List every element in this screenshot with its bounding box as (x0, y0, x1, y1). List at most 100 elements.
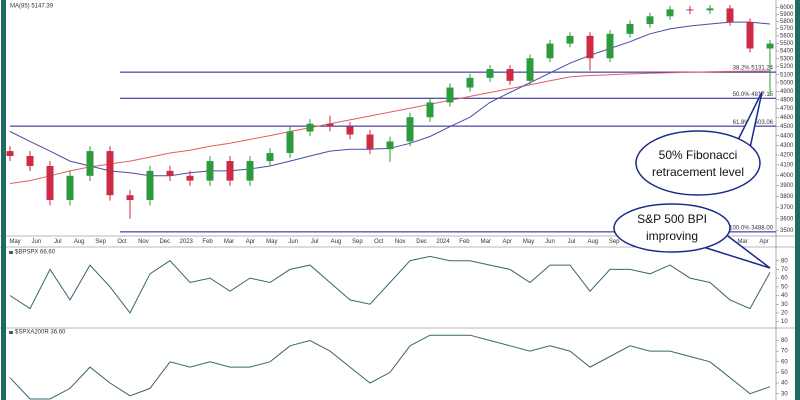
candle-body (626, 24, 634, 34)
x-tick-label: Nov (138, 239, 149, 245)
indicator-swatch (9, 331, 13, 334)
y-tick-label: 50 (781, 284, 788, 290)
candle-body (446, 87, 454, 103)
y-tick-label: 5500 (780, 41, 794, 47)
indicator-line (9, 255, 771, 314)
x-tick-label: Feb (202, 239, 213, 245)
x-tick-label: May (523, 239, 534, 245)
candle-body (206, 161, 214, 181)
y-tick-label: 5200 (780, 64, 794, 70)
candle-body (606, 33, 614, 59)
candle-body (686, 9, 694, 11)
y-tick-label: 4500 (780, 124, 794, 130)
legend-entry: MA(85) 5147.39 (10, 4, 54, 10)
candle-body (366, 134, 374, 150)
candle-body (586, 35, 594, 59)
candle-body (266, 153, 274, 162)
x-tick-label: Oct (374, 239, 384, 245)
candle-body (466, 77, 474, 88)
y-tick-label: 4900 (780, 89, 794, 95)
x-tick-label: 2023 (180, 239, 194, 245)
y-tick-label: 40 (781, 381, 788, 387)
candle-body (6, 151, 14, 156)
y-tick-label: 5400 (780, 49, 794, 55)
callout-text: 50% Fibonacci (659, 148, 738, 162)
y-tick-label: 3900 (780, 183, 794, 189)
y-tick-label: 4800 (780, 97, 794, 103)
candle-body (566, 35, 574, 44)
candle-body (706, 8, 714, 11)
x-tick-label: Jul (311, 239, 319, 245)
indicator-title: $SPXA200R 36.60 (15, 330, 66, 336)
x-tick-label: May (9, 239, 20, 245)
y-tick-label: 3600 (780, 216, 794, 222)
x-tick-label: Mar (737, 239, 747, 245)
x-tick-label: Feb (459, 239, 470, 245)
x-tick-label: Oct (117, 239, 127, 245)
candle-body (406, 117, 414, 142)
x-tick-label: Apr (246, 239, 255, 245)
candle-body (26, 155, 34, 166)
x-tick-label: Jun (545, 239, 555, 245)
y-tick-label: 80 (781, 338, 788, 344)
candle-body (66, 175, 74, 201)
candle-body (246, 161, 254, 181)
y-tick-label: 5700 (780, 26, 794, 32)
candle-body (646, 16, 654, 25)
moving-average (9, 70, 771, 184)
candle-body (226, 161, 234, 181)
y-tick-label: 5900 (780, 12, 794, 18)
candle-body (46, 165, 54, 201)
y-tick-label: 10 (781, 319, 788, 325)
y-tick-label: 4400 (780, 133, 794, 139)
candle-body (106, 151, 114, 196)
x-tick-label: Sep (352, 239, 363, 245)
x-tick-label: Mar (224, 239, 234, 245)
callout-text: retracement level (652, 165, 744, 179)
candle-body (506, 69, 514, 81)
candle-body (766, 43, 774, 49)
candle-body (186, 175, 194, 181)
y-tick-label: 4200 (780, 153, 794, 159)
candle-body (426, 102, 434, 118)
candle-body (126, 195, 134, 201)
candle-body (146, 170, 154, 201)
callout-text: S&P 500 BPI (637, 212, 707, 226)
y-tick-label: 5000 (780, 80, 794, 86)
callout-bubble (613, 203, 731, 253)
candle-body (546, 43, 554, 59)
frame (1, 0, 6, 400)
x-tick-label: Sep (609, 239, 620, 245)
indicator-swatch (9, 251, 13, 254)
y-tick-label: 5100 (780, 72, 794, 78)
y-tick-label: 60 (781, 359, 788, 365)
fib-label: 50.0% 4817.15 (733, 92, 774, 98)
y-tick-label: 4300 (780, 143, 794, 149)
y-tick-label: 30 (781, 391, 788, 397)
fib-label: 38.2% 5131.24 (733, 66, 774, 72)
candle-body (726, 8, 734, 23)
y-tick-label: 30 (781, 302, 788, 308)
x-tick-label: Jun (32, 239, 42, 245)
candle-body (166, 170, 174, 176)
candle-body (526, 58, 534, 81)
y-tick-label: 6000 (780, 5, 794, 11)
candle-body (386, 141, 394, 150)
y-tick-label: 3700 (780, 205, 794, 211)
callout-text: improving (646, 229, 698, 243)
callout-bubble (635, 130, 761, 196)
callouts: 50% Fibonacci retracement level S&P 500 … (613, 91, 771, 269)
y-tick-label: 20 (781, 311, 788, 317)
y-tick-label: 70 (781, 267, 788, 273)
x-tick-label: May (266, 239, 277, 245)
y-tick-label: 5800 (780, 19, 794, 25)
y-tick-label: 4000 (780, 173, 794, 179)
candle-body (86, 151, 94, 176)
y-tick-label: 60 (781, 276, 788, 282)
x-tick-label: Jun (288, 239, 298, 245)
candle-body (486, 69, 494, 78)
y-tick-label: 4100 (780, 163, 794, 169)
candle-body (746, 22, 754, 49)
fib-label: 100.0% 3488.00 (729, 225, 773, 231)
